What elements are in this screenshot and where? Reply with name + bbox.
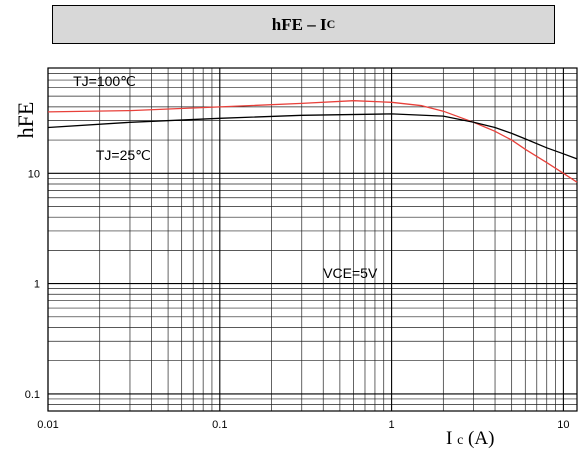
y-tick-label: 0.1	[25, 389, 40, 401]
series-line-tj25	[47, 113, 578, 160]
y-tick-label: 10	[28, 168, 40, 180]
x-axis-label-unit: (A)	[468, 428, 495, 449]
series-layer	[47, 100, 578, 183]
x-tick-label: 0.01	[37, 419, 58, 431]
series-line-tj100	[47, 100, 578, 183]
annotation-label: TJ=100℃	[73, 73, 136, 89]
grid-major	[47, 68, 577, 411]
chart-title-subscript: C	[326, 17, 336, 31]
x-tick-label: 1	[389, 419, 395, 431]
plot-frame	[47, 67, 578, 412]
annotation-label: TJ=25℃	[96, 147, 151, 163]
x-axis-label-subscript: c	[457, 433, 464, 448]
x-axis-label-text: I	[446, 428, 453, 449]
x-axis-label: I c (A)	[446, 428, 494, 450]
x-tick-label: 0.1	[212, 419, 227, 431]
annotation-label: VCE=5V	[323, 265, 378, 281]
grid-minor	[48, 67, 577, 412]
annotations: TJ=100℃ TJ=25℃ VCE=5V	[73, 73, 378, 281]
chart-title-text: hFE – I	[271, 14, 327, 34]
y-tick-label: 1	[34, 279, 40, 291]
x-tick-label: 10	[557, 419, 569, 431]
tick-labels: 0.01 0.1 1 10 0.1 1 10	[25, 168, 570, 431]
